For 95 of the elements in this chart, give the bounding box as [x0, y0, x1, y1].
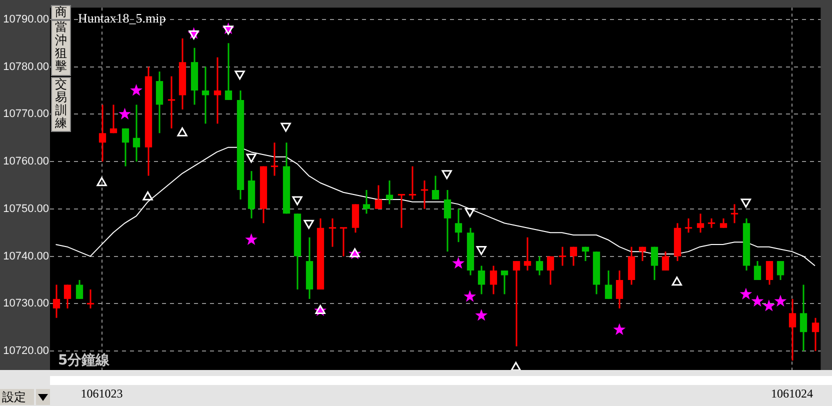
candlestick: [86, 288, 95, 310]
candlestick: [432, 175, 440, 200]
text: 設定: [0, 389, 34, 405]
point: [96, 177, 107, 186]
point: [118, 108, 131, 120]
candlestick: [570, 246, 578, 267]
point: [292, 196, 302, 206]
tab-button: 當沖狙擊: [51, 20, 71, 76]
chart-title: Huntax18_5.mip: [78, 10, 166, 26]
candlestick: [386, 180, 394, 205]
candlestick: [52, 284, 60, 319]
tab-button: 商: [51, 5, 71, 20]
candlestick: [362, 189, 370, 214]
point: [510, 362, 521, 370]
candlestick: [122, 128, 130, 168]
candlestick: [650, 246, 658, 281]
candlestick: [536, 256, 544, 276]
candlestick: [202, 66, 210, 124]
candlestick: [110, 104, 118, 134]
candlestick: [214, 56, 222, 124]
point: [442, 170, 452, 180]
point: [751, 294, 764, 307]
candlestick: [374, 184, 382, 210]
candlestick: [454, 208, 462, 243]
candlestick: [788, 298, 796, 362]
candlestick: [156, 70, 164, 134]
x-tick-label: 1061023: [80, 386, 123, 400]
point: [223, 26, 234, 35]
candlestick: [776, 260, 784, 281]
point: [464, 290, 476, 302]
y-tick-label: 10750.00: [3, 202, 49, 215]
y-tick-label: 10720.00: [3, 345, 49, 358]
point: [234, 70, 245, 80]
point: [188, 30, 199, 40]
candlestick: [167, 76, 176, 130]
candlestick: [754, 260, 762, 281]
point: [280, 122, 291, 132]
candlestick: [328, 218, 337, 248]
annotation: 5分鐘線: [58, 352, 111, 369]
candlestick: [98, 104, 106, 162]
y-tick-label: 10780.00: [3, 60, 49, 73]
candlestick: [638, 246, 646, 262]
candlestick: [478, 265, 486, 295]
point: [246, 154, 256, 163]
candlestick: [720, 218, 728, 229]
point: [304, 220, 314, 229]
point: [245, 233, 258, 245]
candlestick: [500, 270, 508, 295]
point: [464, 208, 475, 218]
point: [762, 300, 776, 312]
candlestick: [352, 203, 360, 234]
y-tick-label: 10790.00: [3, 13, 49, 26]
candlestick: [132, 104, 140, 162]
point: [130, 84, 142, 96]
y-tick-label: 10760.00: [3, 156, 49, 168]
candlestick: [558, 246, 567, 267]
y-tick-label: 10730.00: [3, 298, 49, 310]
candlestick: [696, 212, 704, 234]
y-tick-label: 10770.00: [3, 108, 49, 120]
candlestick: [224, 42, 232, 101]
candlestick: [490, 265, 498, 295]
y-tick-label: 10740.00: [3, 250, 49, 262]
candlestick: [339, 227, 348, 258]
candlestick: [707, 218, 716, 229]
candlestick: [582, 246, 590, 262]
candlestick: [662, 250, 670, 272]
point: [142, 191, 153, 200]
candlestick: [512, 260, 520, 348]
candlestick: [628, 246, 636, 286]
candlestick: [766, 260, 774, 286]
candlestick: [408, 166, 417, 200]
candlestick: [444, 189, 452, 252]
candlestick: [812, 317, 820, 352]
point: [774, 294, 787, 307]
point: [672, 276, 682, 286]
candlestick: [604, 270, 612, 300]
tab-button: 交易訓練: [51, 77, 71, 132]
point: [740, 198, 752, 208]
candlestick: [730, 203, 739, 224]
candlestick: [64, 284, 72, 310]
point: [613, 323, 626, 335]
candlestick: [76, 279, 84, 300]
candlestick: [800, 284, 808, 352]
x-tick-label: 1061024: [770, 386, 813, 400]
candlestick: [397, 194, 406, 229]
point: [740, 288, 752, 300]
candlestick: [524, 236, 532, 272]
point: [475, 309, 488, 321]
candlestick: [546, 256, 554, 286]
candlestick: [684, 218, 693, 234]
point: [476, 246, 486, 255]
point: [452, 256, 465, 269]
candlestick: [270, 142, 279, 177]
candlestick: [420, 180, 429, 210]
candlestick: [616, 270, 624, 310]
